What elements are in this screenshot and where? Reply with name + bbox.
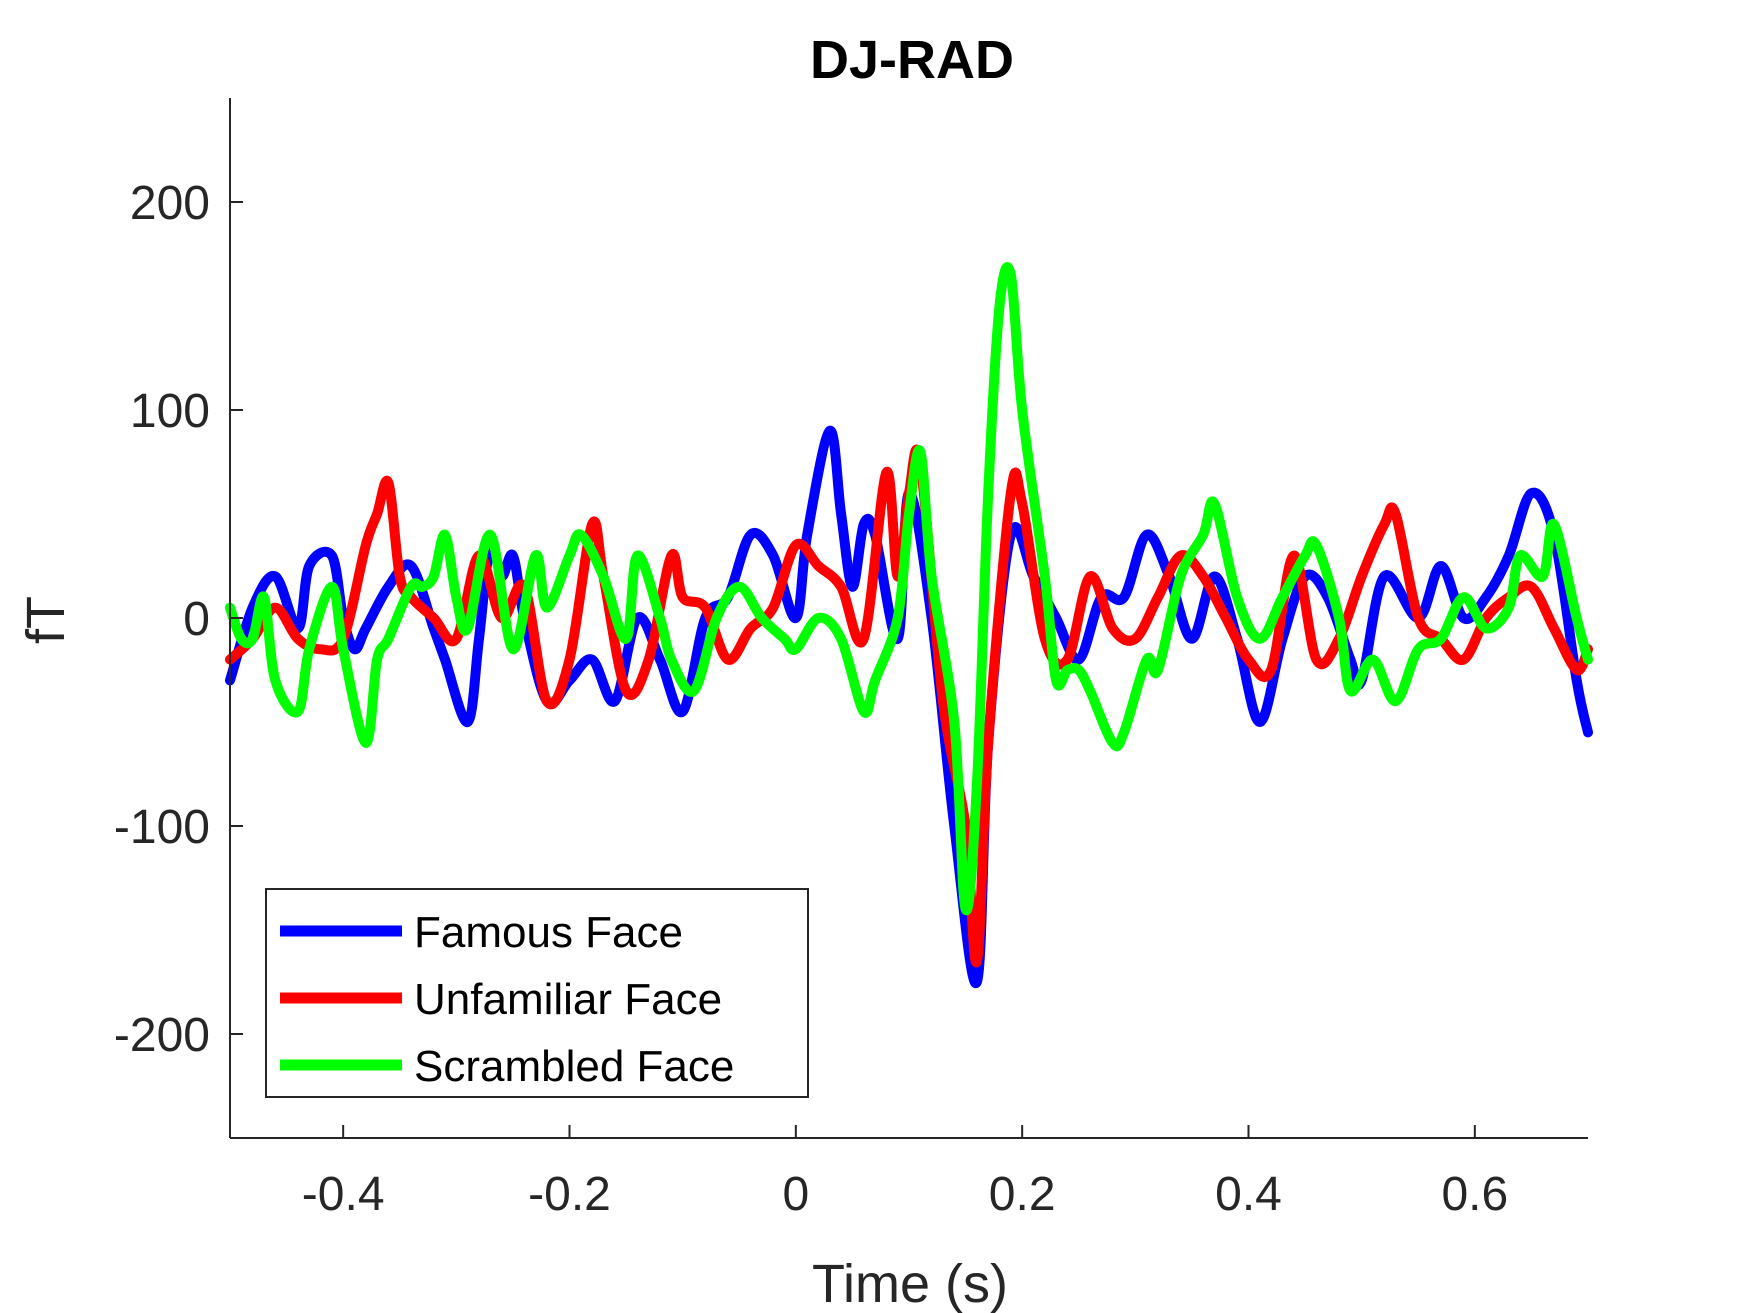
y-tick-label: 0 [183,593,210,646]
y-tick-label: -200 [114,1009,210,1062]
plot-area: -0.4 -0.2 0 0.2 0.4 0.6 -200 -100 0 100 200 [114,98,1593,1221]
y-tick-label: -100 [114,801,210,854]
legend: Famous Face Unfamiliar Face Scrambled Face [265,888,809,1098]
x-tick-label: 0 [782,1168,809,1221]
y-tick-label: 200 [130,177,210,230]
legend-label-1: Unfamiliar Face [414,975,722,1024]
x-tick-label: -0.2 [528,1168,611,1221]
x-tick-label: -0.4 [302,1168,385,1221]
series-line-2 [225,262,1593,916]
x-tick-label: 0.4 [1215,1168,1282,1221]
x-tick-label: 0.2 [989,1168,1056,1221]
chart-title: DJ-RAD [810,30,1014,90]
legend-label-0: Famous Face [414,908,683,957]
y-axis-ticks: -200 -100 0 100 200 [114,177,243,1062]
x-axis-ticks: -0.4 -0.2 0 0.2 0.4 0.6 [302,1125,1508,1221]
legend-entries: Famous Face Unfamiliar Face Scrambled Face [280,908,734,1091]
y-axis-label: fT [16,596,76,644]
series-layer [225,262,1593,989]
x-axis-label: Time (s) [812,1254,1008,1313]
legend-label-2: Scrambled Face [414,1042,734,1091]
x-tick-label: 0.6 [1441,1168,1508,1221]
y-tick-label: 100 [130,385,210,438]
